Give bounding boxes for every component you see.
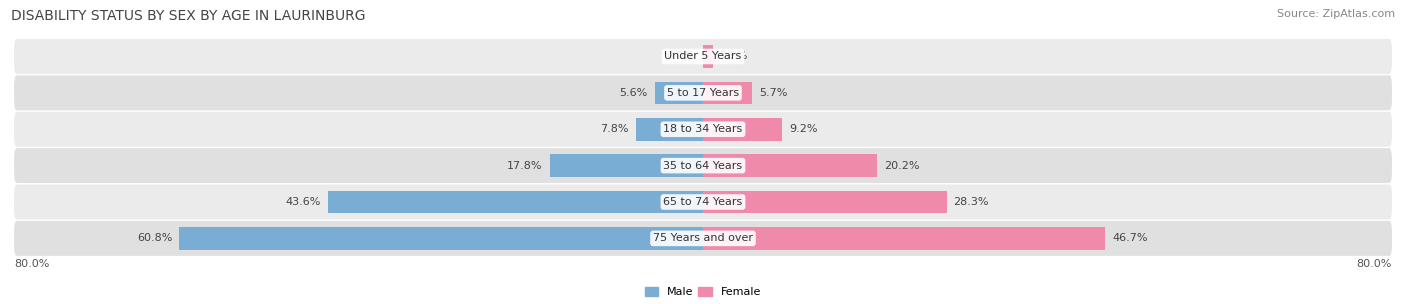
Text: 60.8%: 60.8% xyxy=(138,233,173,244)
Text: 9.2%: 9.2% xyxy=(789,124,818,134)
FancyBboxPatch shape xyxy=(14,221,1392,256)
Text: Source: ZipAtlas.com: Source: ZipAtlas.com xyxy=(1277,9,1395,19)
FancyBboxPatch shape xyxy=(14,148,1392,183)
Bar xyxy=(703,81,752,104)
Text: 20.2%: 20.2% xyxy=(884,161,920,171)
Text: 80.0%: 80.0% xyxy=(1357,259,1392,269)
Text: 5.7%: 5.7% xyxy=(759,88,787,98)
Text: 17.8%: 17.8% xyxy=(508,161,543,171)
Text: 0.0%: 0.0% xyxy=(666,51,695,61)
Text: 43.6%: 43.6% xyxy=(285,197,321,207)
Text: 5 to 17 Years: 5 to 17 Years xyxy=(666,88,740,98)
Bar xyxy=(550,154,703,177)
Text: 5.6%: 5.6% xyxy=(620,88,648,98)
FancyBboxPatch shape xyxy=(14,39,1392,74)
FancyBboxPatch shape xyxy=(14,112,1392,147)
FancyBboxPatch shape xyxy=(14,185,1392,219)
Bar xyxy=(703,118,782,140)
Bar xyxy=(703,191,946,213)
Text: Under 5 Years: Under 5 Years xyxy=(665,51,741,61)
Text: 7.8%: 7.8% xyxy=(600,124,628,134)
Text: 28.3%: 28.3% xyxy=(953,197,988,207)
Text: DISABILITY STATUS BY SEX BY AGE IN LAURINBURG: DISABILITY STATUS BY SEX BY AGE IN LAURI… xyxy=(11,9,366,23)
Text: 80.0%: 80.0% xyxy=(14,259,49,269)
Text: 75 Years and over: 75 Years and over xyxy=(652,233,754,244)
Bar xyxy=(655,81,703,104)
Text: 1.2%: 1.2% xyxy=(720,51,748,61)
Bar xyxy=(180,227,703,250)
Bar xyxy=(703,45,713,68)
Legend: Male, Female: Male, Female xyxy=(641,282,765,302)
Bar xyxy=(703,154,877,177)
Bar xyxy=(328,191,703,213)
Bar xyxy=(636,118,703,140)
Text: 46.7%: 46.7% xyxy=(1112,233,1147,244)
Text: 18 to 34 Years: 18 to 34 Years xyxy=(664,124,742,134)
Bar xyxy=(703,227,1105,250)
Text: 35 to 64 Years: 35 to 64 Years xyxy=(664,161,742,171)
FancyBboxPatch shape xyxy=(14,75,1392,110)
Text: 65 to 74 Years: 65 to 74 Years xyxy=(664,197,742,207)
